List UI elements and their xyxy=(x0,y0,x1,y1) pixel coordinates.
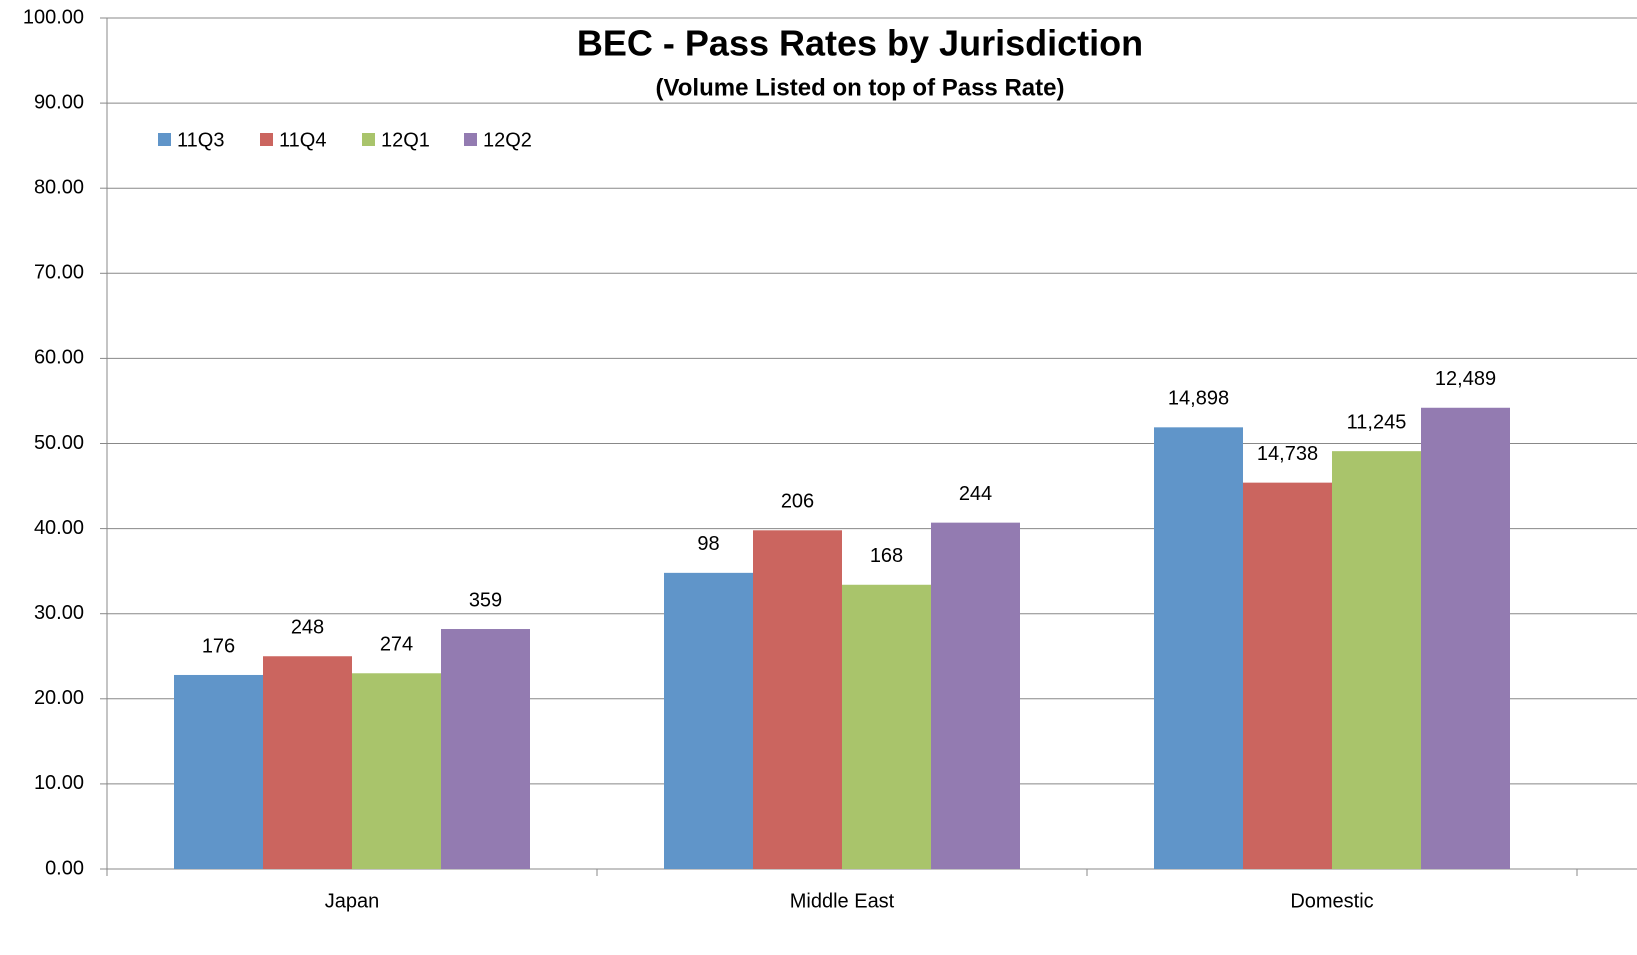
legend-label: 12Q2 xyxy=(483,129,532,151)
y-tick-label: 100.00 xyxy=(23,6,84,28)
data-label: 274 xyxy=(380,634,413,656)
legend-label: 11Q3 xyxy=(177,129,224,151)
data-label: 14,738 xyxy=(1257,443,1318,465)
bar xyxy=(931,522,1020,869)
legend-swatch xyxy=(260,133,273,146)
legend-label: 12Q1 xyxy=(381,129,430,151)
bar xyxy=(1332,451,1421,869)
y-tick-label: 0.00 xyxy=(45,857,84,879)
bar xyxy=(441,629,530,869)
legend-swatch xyxy=(362,133,375,146)
bar xyxy=(664,572,753,869)
data-label: 168 xyxy=(870,545,903,567)
bar xyxy=(1154,427,1243,869)
chart-subtitle: (Volume Listed on top of Pass Rate) xyxy=(656,74,1065,101)
x-tick-label: Middle East xyxy=(790,890,895,912)
bar xyxy=(1243,482,1332,869)
data-label: 206 xyxy=(781,491,814,513)
x-tick-label: Domestic xyxy=(1290,890,1373,912)
legend-swatch xyxy=(158,133,171,146)
y-tick-label: 90.00 xyxy=(34,91,84,113)
y-tick-label: 40.00 xyxy=(34,517,84,539)
legend-swatch xyxy=(464,133,477,146)
y-tick-label: 80.00 xyxy=(34,176,84,198)
y-tick-label: 10.00 xyxy=(34,772,84,794)
bar xyxy=(263,656,352,869)
y-tick-label: 20.00 xyxy=(34,687,84,709)
data-label: 248 xyxy=(291,617,324,639)
y-tick-label: 50.00 xyxy=(34,432,84,454)
bar xyxy=(352,673,441,869)
data-label: 14,898 xyxy=(1168,388,1229,410)
y-tick-label: 70.00 xyxy=(34,262,84,284)
y-tick-label: 30.00 xyxy=(34,602,84,624)
bar xyxy=(753,530,842,869)
y-tick-label: 60.00 xyxy=(34,347,84,369)
data-label: 244 xyxy=(959,483,992,505)
data-label: 98 xyxy=(697,533,719,555)
data-label: 11,245 xyxy=(1347,411,1407,433)
data-label: 12,489 xyxy=(1435,368,1496,390)
data-label: 359 xyxy=(469,589,502,611)
legend-label: 11Q4 xyxy=(279,129,326,151)
bar xyxy=(842,584,931,869)
bar xyxy=(174,674,263,869)
bar xyxy=(1421,407,1510,869)
data-label: 176 xyxy=(202,635,235,657)
x-tick-label: Japan xyxy=(325,890,380,912)
chart-title: BEC - Pass Rates by Jurisdiction xyxy=(577,23,1143,64)
